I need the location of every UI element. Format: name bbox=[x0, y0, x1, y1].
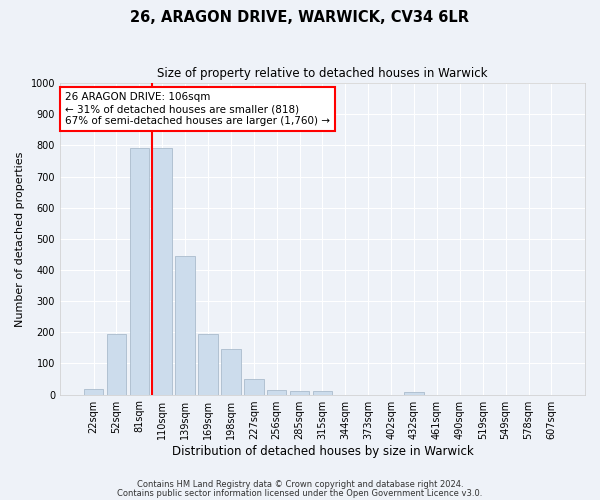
Bar bbox=[313, 392, 332, 394]
Bar bbox=[84, 389, 103, 394]
Bar bbox=[290, 391, 309, 394]
Bar bbox=[107, 334, 126, 394]
Bar bbox=[404, 392, 424, 394]
Y-axis label: Number of detached properties: Number of detached properties bbox=[15, 151, 25, 326]
Text: 26, ARAGON DRIVE, WARWICK, CV34 6LR: 26, ARAGON DRIVE, WARWICK, CV34 6LR bbox=[131, 10, 470, 25]
X-axis label: Distribution of detached houses by size in Warwick: Distribution of detached houses by size … bbox=[172, 444, 473, 458]
Bar bbox=[175, 256, 195, 394]
Bar bbox=[244, 379, 263, 394]
Bar bbox=[198, 334, 218, 394]
Bar bbox=[221, 350, 241, 395]
Title: Size of property relative to detached houses in Warwick: Size of property relative to detached ho… bbox=[157, 68, 488, 80]
Bar bbox=[130, 148, 149, 394]
Bar bbox=[152, 148, 172, 394]
Text: Contains public sector information licensed under the Open Government Licence v3: Contains public sector information licen… bbox=[118, 490, 482, 498]
Bar bbox=[267, 390, 286, 394]
Text: Contains HM Land Registry data © Crown copyright and database right 2024.: Contains HM Land Registry data © Crown c… bbox=[137, 480, 463, 489]
Text: 26 ARAGON DRIVE: 106sqm
← 31% of detached houses are smaller (818)
67% of semi-d: 26 ARAGON DRIVE: 106sqm ← 31% of detache… bbox=[65, 92, 330, 126]
